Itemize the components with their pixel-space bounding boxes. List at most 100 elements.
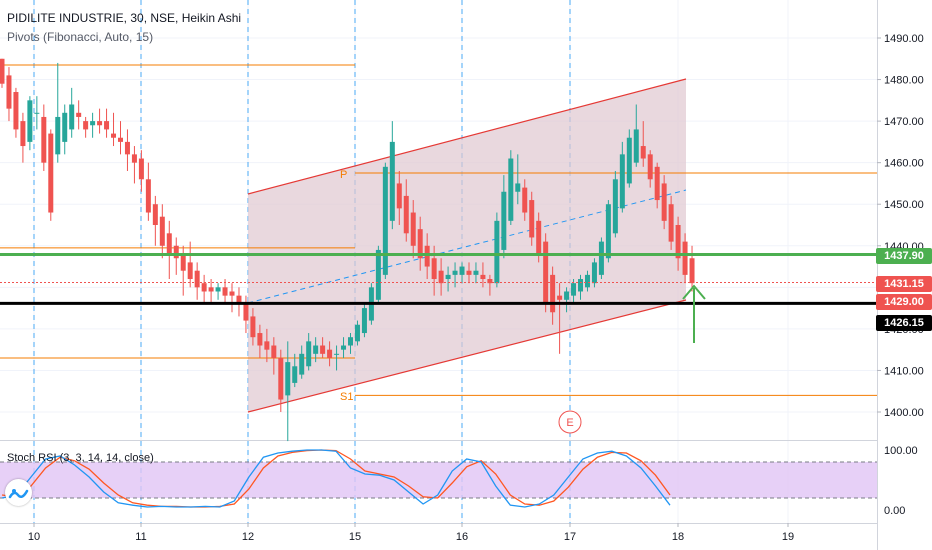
time-tick-label: 16 [456,531,468,543]
candle-body [654,166,660,201]
candle-body [250,316,256,338]
tradingview-logo[interactable] [5,479,32,506]
candle-body [166,233,172,255]
time-tick-label: 15 [349,531,361,543]
candle-body [229,291,235,296]
candle-body [306,341,312,367]
price-axis[interactable]: 1400.001410.001420.001430.001440.001450.… [877,33,924,419]
candle-body [327,349,333,358]
candle-body [584,274,590,288]
price-tick-label: 1460.00 [884,158,924,170]
stoch-tick-label: 100.00 [884,445,918,457]
candle-body [117,137,123,142]
price-tick-label: 1450.00 [884,199,924,211]
candle-body [571,283,577,296]
candle-body [341,345,347,350]
candle-body [41,116,47,163]
candle-body [208,287,214,292]
candle-body [389,141,395,221]
candle-body [529,200,535,238]
indicator-title[interactable]: Pivots (Fibonacci, Auto, 15) [7,30,154,44]
candle-body [124,141,130,155]
candle-body [320,345,326,354]
candle-body [424,245,430,267]
candle-body [675,224,681,259]
candle-body [83,121,89,130]
candle-body [278,357,284,400]
candle-body [619,154,625,209]
candle-body [292,366,298,383]
stoch-rsi-label[interactable]: Stoch RSI (3, 3, 14, 14, close) [7,452,154,464]
candle-body [194,270,200,288]
candle-body [131,154,137,163]
candle-body [6,75,12,109]
candle-body [97,121,103,126]
pivot-label-p: P [340,169,347,181]
candle-body [264,341,270,350]
candle-body [557,295,563,300]
candle-body [410,212,416,246]
candle-body [69,104,75,130]
candle-body [48,133,54,213]
candle-body [522,187,528,213]
event-marker-label: E [566,417,573,429]
price-tick-label: 1470.00 [884,116,924,128]
candle-body [34,112,40,114]
candle-body [27,100,33,142]
candle-body [543,241,549,304]
candle-body [661,183,667,221]
candle-body [348,337,353,346]
time-tick-label: 12 [242,531,254,543]
candle-body [487,279,493,284]
price-tick-label: 1490.00 [884,33,924,45]
candle-body [682,241,688,275]
candle-body [598,241,604,275]
candle-body [501,191,507,250]
candle-body [452,270,458,275]
candle-body [243,303,249,321]
candle-body [494,220,500,284]
stoch-tick-label: 0.00 [884,505,905,517]
candle-body [354,324,360,342]
candle-body [417,229,423,259]
time-tick-label: 10 [28,531,40,543]
price-box-resistance: 1437.90 [876,248,932,264]
candle-body [152,204,158,225]
event-marker[interactable] [558,410,582,434]
symbol-title[interactable]: PIDILITE INDUSTRIE, 30, NSE, Heikin Ashi [7,11,242,25]
stoch-k-line [1,449,671,508]
candle-body [159,216,165,246]
price-tick-label: 1410.00 [884,365,924,377]
candle-body [313,345,319,354]
candle-body [271,345,277,358]
candle-body [138,158,144,180]
candle-body [257,333,263,346]
candle-body [550,274,556,313]
price-box-last: 1431.15 [876,276,932,292]
candle-body [396,183,402,209]
candle-body [0,58,5,84]
candle-body [403,195,409,234]
candle-body [187,262,193,280]
pivot-label-s1: S1 [340,391,353,403]
candle-body [13,92,19,130]
candle-body [236,295,242,304]
candle-body [445,274,451,280]
candle-body [689,258,695,284]
candle-body [466,270,472,275]
candle-body [375,249,381,300]
time-axis[interactable]: 10 11 12 15 16 17 18 19 [28,523,794,543]
candle-body [382,166,388,275]
candle-body [215,287,221,292]
candle-body [480,274,486,280]
stoch-rsi: 100.00 0.00 [0,445,918,517]
channel-upper [247,78,687,195]
candle-body [180,254,186,271]
price-tick-label: 1480.00 [884,75,924,87]
candle-body [299,353,305,375]
candle-body [473,270,479,275]
candle-body [640,146,646,159]
candle-body [626,137,632,184]
price-box-countdown: 1429.00 [876,294,932,310]
